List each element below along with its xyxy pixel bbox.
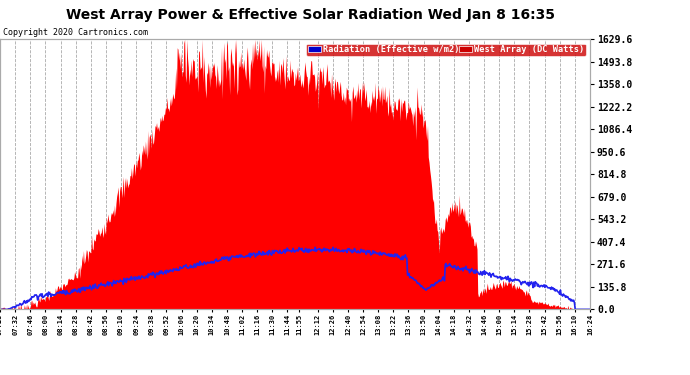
Text: Copyright 2020 Cartronics.com: Copyright 2020 Cartronics.com — [3, 28, 148, 37]
Legend: Radiation (Effective w/m2), West Array (DC Watts): Radiation (Effective w/m2), West Array (… — [306, 44, 586, 56]
Text: West Array Power & Effective Solar Radiation Wed Jan 8 16:35: West Array Power & Effective Solar Radia… — [66, 8, 555, 22]
